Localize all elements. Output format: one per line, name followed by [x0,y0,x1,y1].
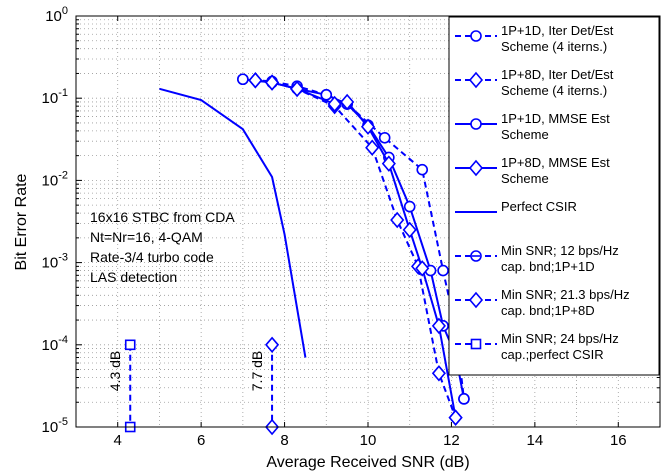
series-4-point [290,80,305,98]
x-tick-label: 8 [280,432,288,449]
y-tick-label: 10-5 [42,416,68,436]
series-8-point [124,339,136,351]
legend-label-4: 1P+8D, MMSE Est [501,155,610,170]
series-4-point [265,74,280,91]
y-tick-label: 10-2 [42,169,68,189]
y-axis-label: Bit Error Rate [13,173,30,270]
legend-label-1: 1P+1D, Iter Det/Est [501,23,614,38]
series-1-point [416,163,429,176]
gap-label-4-3: 4.3 dB [107,351,123,391]
series-4-point [327,95,342,113]
series-2-point [365,139,380,156]
legend-label-8: Min SNR; 24 bps/Hz [501,331,619,346]
legend-label-2: 1P+8D, Iter Det/Est [501,67,614,82]
series-7-point [265,336,280,354]
legend-label-2: Scheme (4 iterns.) [501,83,607,98]
series-4-point [381,155,396,172]
legend-box [448,16,660,376]
x-axis-label: Average Received SNR (dB) [266,454,469,471]
series-1-point [437,264,449,277]
legend-label-7: Min SNR; 21.3 bps/Hz [501,287,630,302]
legend-label-5: Perfect CSIR [501,199,577,214]
x-tick-label: 4 [114,432,122,449]
series-4-point [248,72,263,89]
annotation-line-2: Nt=Nr=16, 4-QAM [90,229,203,245]
legend-marker-1 [470,30,482,42]
series-3-point [458,393,470,405]
y-tick-label: 100 [45,5,68,25]
legend-marker-3 [470,118,482,130]
series-2-point [431,365,446,382]
legend-label-7: cap. bnd;1P+8D [501,303,595,318]
x-tick-label: 16 [610,432,627,449]
series-3-point [237,73,249,86]
series-3-point [403,200,416,213]
legend-label-8: cap.;perfect CSIR [501,347,604,362]
series-1-point [378,131,391,144]
y-tick-label: 10-4 [42,334,68,354]
ticks: 4 6 8 10 12 14 16 100 10-1 10-2 10-3 10-4 10-5 [42,5,660,449]
legend-label-4: Scheme [501,171,549,186]
series-4-point [431,317,446,335]
legend-label-3: 1P+1D, MMSE Est [501,111,610,126]
series-7 [265,336,280,436]
x-tick-label: 6 [197,432,205,449]
series-4 [248,72,463,426]
legend-label-6: cap. bnd;1P+1D [501,259,595,274]
series-4-point [360,118,376,135]
y-tick-label: 10-1 [42,87,68,107]
x-tick-label: 10 [360,432,377,449]
legend-label-6: Min SNR; 12 bps/Hz [501,243,619,258]
series-4-point [402,221,417,239]
annotation-line-3: Rate-3/4 turbo code [90,249,214,265]
series-4-point [415,260,430,277]
x-tick-label: 12 [443,432,460,449]
series-4-point [448,409,463,426]
legend-marker-2 [468,71,484,89]
series-5 [159,87,307,358]
legend-marker-7 [468,291,484,309]
x-tick-label: 14 [527,432,544,449]
annotation-line-1: 16x16 STBC from CDA [90,209,235,225]
legend-label-3: Scheme [501,127,549,142]
legend-label-1: Scheme (4 iterns.) [501,39,607,54]
annotation-line-4: LAS detection [90,269,177,285]
annotation: 16x16 STBC from CDA Nt=Nr=16, 4-QAM Rate… [90,209,235,285]
series-4-point [340,93,355,111]
legend-marker-4 [468,159,484,177]
y-tick-label: 10-3 [42,252,68,272]
gap-label-7-7: 7.7 dB [249,351,265,391]
series-5-line [159,87,307,358]
legend-marker-8 [470,338,482,350]
series-2-point [390,211,405,229]
